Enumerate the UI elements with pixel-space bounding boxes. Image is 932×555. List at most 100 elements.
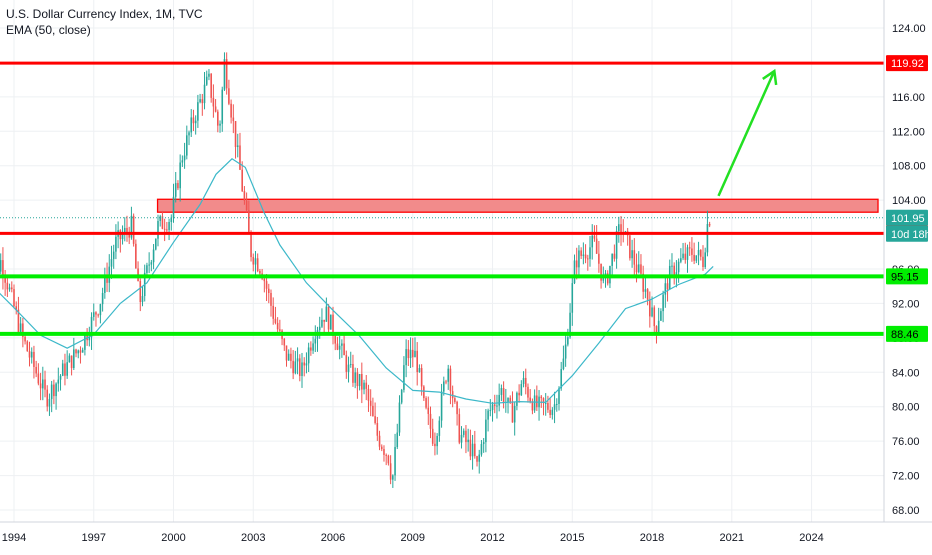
x-tick-label: 2021 [720, 532, 744, 544]
candle-body [520, 384, 523, 396]
candle [478, 449, 481, 474]
candle [462, 428, 465, 438]
candle-body [70, 355, 73, 369]
candle-body [290, 353, 292, 361]
candle-body [451, 391, 454, 399]
candle [163, 218, 166, 242]
candle [301, 352, 303, 388]
candle [476, 455, 478, 467]
candle-body [174, 183, 177, 197]
candle-body [146, 265, 148, 273]
candle [403, 356, 405, 393]
candle-body [655, 326, 658, 333]
candle [702, 245, 704, 271]
candle-body [157, 220, 159, 239]
candle-body [150, 262, 153, 265]
candle [405, 339, 407, 378]
candle [294, 350, 297, 375]
candle [137, 261, 139, 282]
candle [174, 171, 177, 203]
candle [8, 283, 11, 292]
candle [270, 289, 272, 317]
candle-body [66, 362, 68, 376]
candle [217, 109, 219, 133]
candle-body [462, 430, 465, 435]
candle-body [44, 379, 46, 390]
candle [529, 389, 531, 404]
candle-body [491, 404, 494, 411]
candle-body [232, 117, 235, 122]
candle-body [170, 217, 173, 222]
candle-body [637, 264, 640, 273]
candle [256, 253, 259, 273]
candle [469, 429, 472, 461]
candle-body [423, 386, 425, 399]
x-tick-label: 2006 [321, 532, 345, 544]
candle-body [573, 260, 576, 284]
candle-body [385, 454, 387, 456]
countdown-tag-box [886, 225, 928, 242]
candle [37, 363, 40, 386]
candle-body [356, 372, 359, 387]
candle-body [77, 350, 80, 354]
candle-body [509, 397, 512, 403]
candle-body [429, 413, 432, 429]
candle-body [688, 247, 691, 249]
candle [361, 362, 363, 404]
candle-body [139, 281, 142, 303]
candle [626, 227, 629, 246]
candle-body [598, 253, 600, 264]
candle [61, 359, 64, 377]
candle-body [542, 398, 545, 404]
candle [42, 366, 44, 401]
candle-body [693, 254, 695, 261]
candle [460, 426, 463, 449]
candle-body [126, 227, 128, 232]
candle-body [540, 396, 543, 399]
candle-body [197, 102, 199, 121]
candle-body [398, 402, 401, 433]
candle-body [159, 216, 162, 221]
candle [586, 254, 589, 271]
candle-body [673, 265, 675, 278]
candle [392, 474, 394, 488]
candle [97, 313, 99, 318]
candle-body [312, 343, 314, 351]
candle [28, 341, 31, 367]
candle [434, 432, 436, 456]
candle [531, 398, 534, 415]
candle [73, 337, 75, 371]
candle [564, 333, 567, 367]
candle [245, 192, 248, 213]
candle [620, 216, 622, 246]
candle-body [431, 428, 434, 444]
candle [267, 283, 270, 304]
candle [192, 109, 195, 132]
candle-body [529, 397, 531, 402]
candle [30, 347, 33, 364]
candle [101, 287, 104, 312]
candle-body [217, 111, 219, 126]
candle [212, 84, 215, 118]
candle [188, 130, 190, 146]
candle-body [400, 389, 403, 403]
candle-body [458, 414, 461, 443]
candle-body [469, 439, 472, 457]
candle [618, 216, 620, 243]
candle [79, 346, 82, 364]
candle [290, 347, 292, 369]
candle [524, 368, 527, 395]
candle [332, 306, 334, 345]
candle [511, 391, 514, 423]
candle [474, 430, 476, 459]
candle [312, 336, 314, 354]
candle [285, 345, 288, 367]
candle-body [611, 253, 613, 266]
candle [560, 361, 563, 391]
candle [491, 401, 494, 422]
candle-body [236, 145, 239, 148]
candle [345, 350, 348, 379]
candle [0, 253, 2, 275]
